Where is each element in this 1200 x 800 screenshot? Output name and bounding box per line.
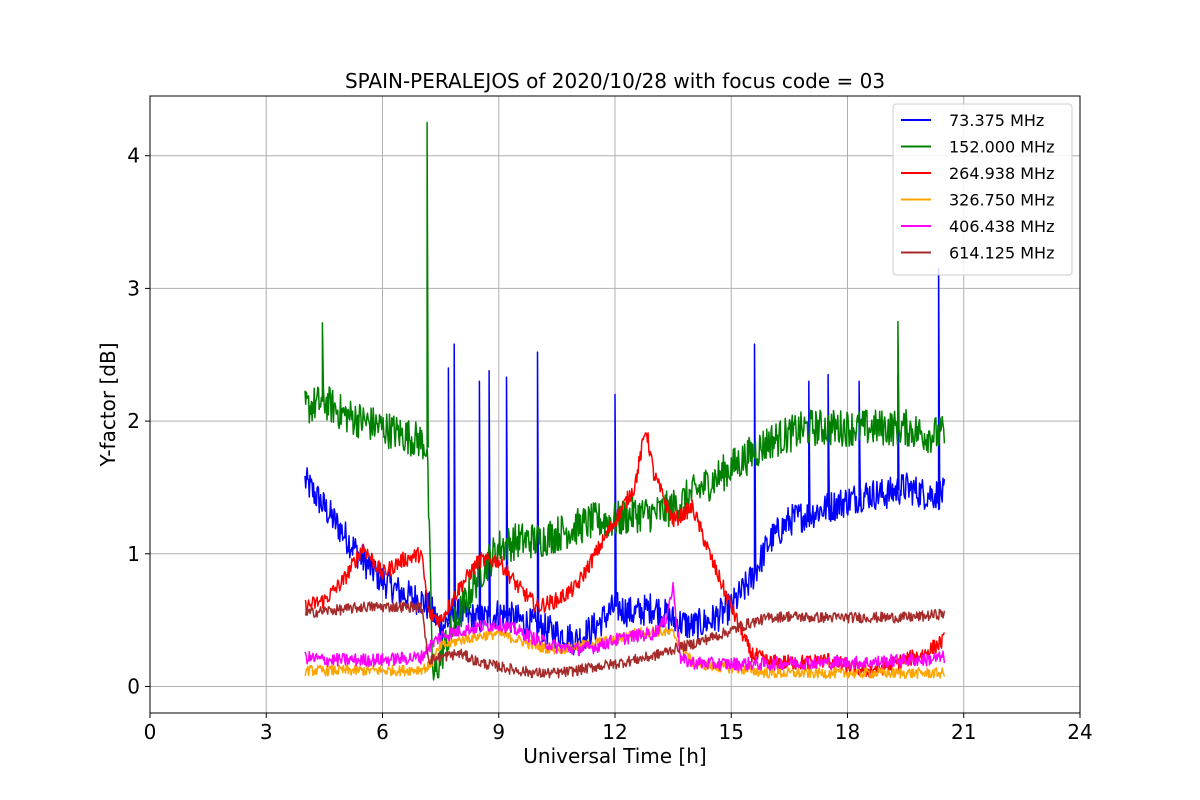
x-axis-label: Universal Time [h] [523, 744, 706, 768]
series-line [304, 601, 946, 679]
x-tick-label: 9 [492, 720, 505, 744]
y-tick-label: 0 [127, 674, 140, 698]
x-tick-label: 18 [835, 720, 860, 744]
x-tick-label: 0 [144, 720, 157, 744]
legend-label: 614.125 MHz [949, 244, 1054, 263]
y-tick-label: 2 [127, 409, 140, 433]
y-tick-label: 3 [127, 276, 140, 300]
x-tick-label: 3 [260, 720, 273, 744]
chart-title: SPAIN-PERALEJOS of 2020/10/28 with focus… [345, 69, 885, 93]
series-line [304, 121, 946, 681]
legend-label: 406.438 MHz [949, 217, 1054, 236]
legend-label: 73.375 MHz [949, 111, 1044, 130]
y-tick-label: 1 [127, 542, 140, 566]
x-tick-label: 12 [602, 720, 627, 744]
legend-label: 152.000 MHz [949, 138, 1054, 157]
series-line [304, 581, 946, 672]
x-tick-label: 15 [719, 720, 744, 744]
series-group [304, 121, 946, 681]
x-tick-label: 21 [951, 720, 976, 744]
legend: 73.375 MHz 152.000 MHz 264.938 MHz 326.750 … [892, 103, 1073, 276]
x-tick-label: 6 [376, 720, 389, 744]
legend-label: 326.750 MHz [949, 191, 1054, 210]
x-tick-label: 24 [1067, 720, 1092, 744]
x-axis-ticks: 0 3 6 9 12 15 18 21 24 [144, 713, 1093, 744]
y-axis-label: Y-factor [dB] [96, 342, 120, 467]
y-axis-ticks: 0 1 2 3 4 [127, 144, 150, 698]
y-tick-label: 4 [127, 144, 140, 168]
legend-label: 264.938 MHz [949, 164, 1054, 183]
legend-box [892, 103, 1073, 276]
